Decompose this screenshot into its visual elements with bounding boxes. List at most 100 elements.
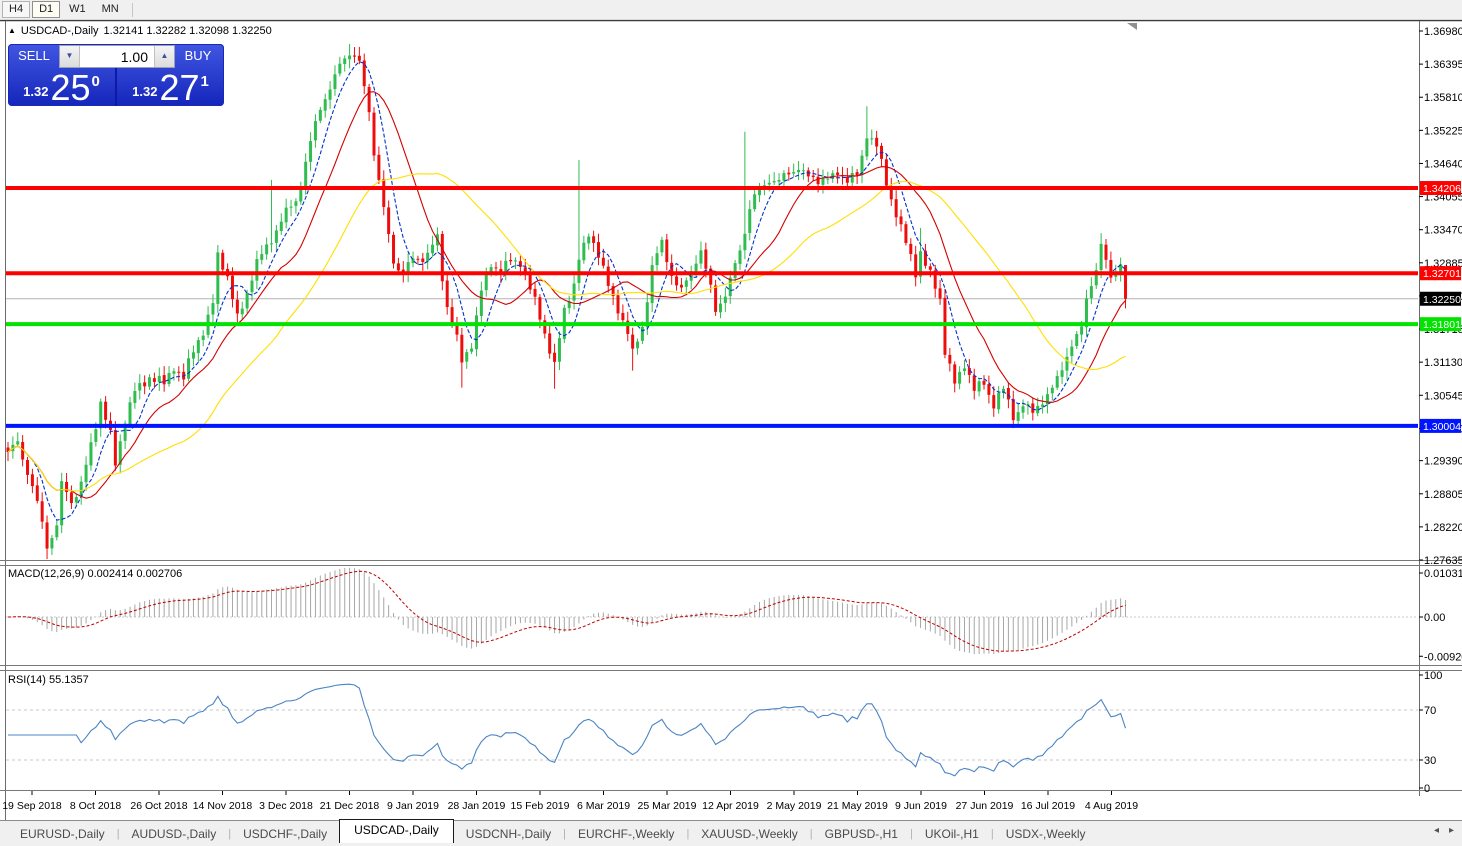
tab-separator: | [990, 828, 994, 840]
date-axis-label: 3 Dec 2018 [259, 800, 313, 812]
sell-price-pip: 0 [91, 73, 100, 90]
level-price-label: 1.32701 [1420, 266, 1461, 281]
level-price-label: 1.34206 [1420, 181, 1461, 196]
chart-tab-ukoil-h1[interactable]: UKOil-,H1 [924, 827, 979, 841]
price-axis[interactable]: 1.369801.363951.358101.352251.346401.340… [1419, 26, 1462, 567]
date-axis-label: 4 Aug 2019 [1085, 800, 1138, 812]
price-axis-label: 1.31130 [1424, 357, 1462, 369]
chart-symbol-label: USDCAD-,Daily [20, 25, 99, 37]
volume-increase-button[interactable]: ▲ [154, 46, 174, 67]
chart-tab-eurchf-weekly[interactable]: EURCHF-,Weekly [577, 827, 675, 841]
rsi-axis-label: 70 [1424, 705, 1436, 717]
tab-scroll-left-icon[interactable]: ◂ [1433, 825, 1439, 836]
rsi-panel[interactable] [6, 683, 1418, 777]
macd-signal-line [7, 570, 1126, 652]
trade-panel-top-row: SELL BUY ▼ ▲ [8, 44, 224, 68]
buy-price-button[interactable]: 1.32 27 1 [117, 67, 224, 106]
buy-price-main: 27 [159, 67, 200, 108]
chart-ohlc-values: 1.32141 1.32282 1.32098 1.32250 [103, 25, 272, 37]
chart-tab-usdx-weekly[interactable]: USDX-,Weekly [1005, 827, 1086, 841]
date-axis-label: 8 Oct 2018 [70, 800, 122, 812]
tab-separator: | [909, 828, 913, 840]
sell-price-prefix: 1.32 [23, 84, 49, 99]
level-price-label: 1.30004 [1420, 418, 1461, 433]
current-price-label: 1.32250 [1420, 291, 1461, 306]
macd-label: MACD(12,26,9) 0.002414 0.002706 [8, 568, 182, 580]
trade-panel-divider [115, 67, 117, 106]
date-axis-label: 28 Jan 2019 [448, 800, 506, 812]
rsi-axis-label: 100 [1424, 670, 1442, 682]
ma-mid-line [7, 91, 1126, 499]
price-axis-label: 1.36395 [1424, 59, 1462, 71]
svg-text:1.30004: 1.30004 [1423, 421, 1461, 433]
rsi-label: RSI(14) 55.1357 [8, 674, 89, 686]
svg-text:1.31801: 1.31801 [1423, 319, 1461, 331]
tab-scroll-right-icon[interactable]: ▸ [1448, 825, 1454, 836]
timeframe-w1-button[interactable]: W1 [69, 3, 86, 15]
chart-tab-usdcnh-daily[interactable]: USDCNH-,Daily [465, 827, 552, 841]
buy-button[interactable]: BUY [184, 48, 212, 63]
date-axis-label: 19 Sep 2018 [2, 800, 62, 812]
macd-axis-label: -0.009203 [1424, 651, 1462, 663]
date-axis-label: 9 Jun 2019 [895, 800, 947, 812]
volume-input[interactable] [80, 46, 154, 67]
chart-borders [0, 19, 1462, 820]
date-axis-label: 21 May 2019 [827, 800, 888, 812]
date-axis-label: 12 Apr 2019 [702, 800, 759, 812]
chart-tab-eurusd-daily[interactable]: EURUSD-,Daily [20, 827, 105, 841]
price-axis-label: 1.35810 [1424, 92, 1462, 104]
chart-tab-bar: EURUSD-,Daily | AUDUSD-,Daily | USDCHF-,Dail… [0, 819, 1462, 846]
rsi-axis: 100 70 30 0 [1419, 670, 1442, 795]
date-axis-label: 14 Nov 2018 [193, 800, 253, 812]
date-axis-label: 26 Oct 2018 [130, 800, 187, 812]
svg-text:1.34206: 1.34206 [1423, 183, 1461, 195]
macd-panel[interactable] [6, 567, 1418, 655]
chart-tab-xauusd-weekly[interactable]: XAUUSD-,Weekly [701, 827, 798, 841]
volume-decrease-button[interactable]: ▼ [60, 46, 80, 67]
sell-button[interactable]: SELL [18, 48, 50, 63]
date-axis[interactable]: 19 Sep 2018 8 Oct 2018 26 Oct 2018 14 Nov 2… [2, 791, 1138, 812]
candles-layer [6, 44, 1128, 559]
date-axis-label: 9 Jan 2019 [387, 800, 439, 812]
sell-price-button[interactable]: 1.32 25 0 [8, 67, 115, 106]
timeframe-mn-button[interactable]: MN [101, 3, 119, 15]
macd-axis-label: 0.00 [1424, 612, 1445, 624]
toolbar-separator [131, 2, 133, 17]
chart-tab-audusd-daily[interactable]: AUDUSD-,Daily [131, 827, 217, 841]
chart-title-arrow-icon[interactable]: ▲ [8, 25, 16, 35]
timeframe-toolbar: H4 D1 W1 MN [0, 0, 1462, 20]
main-price-panel[interactable] [6, 23, 1418, 565]
tab-separator: | [116, 828, 120, 840]
chart-tabs: EURUSD-,Daily | AUDUSD-,Daily | USDCHF-,Dail… [0, 819, 1098, 844]
rsi-axis-label: 0 [1424, 783, 1430, 795]
date-axis-label: 27 Jun 2019 [956, 800, 1014, 812]
tab-separator: | [686, 828, 690, 840]
date-axis-label: 15 Feb 2019 [511, 800, 570, 812]
chart-tab-usdcad-daily[interactable]: USDCAD-,Daily [339, 819, 454, 843]
price-axis-label: 1.33470 [1424, 225, 1462, 237]
date-axis-label: 2 May 2019 [767, 800, 822, 812]
price-axis-label: 1.28805 [1424, 489, 1462, 501]
macd-axis-label: 0.010311 [1424, 568, 1462, 580]
price-axis-label: 1.29390 [1424, 456, 1462, 468]
one-click-trading-panel: SELL BUY ▼ ▲ 1.32 25 0 1.32 27 1 [8, 44, 224, 106]
date-axis-label: 16 Jul 2019 [1021, 800, 1075, 812]
date-axis-label: 21 Dec 2018 [320, 800, 380, 812]
price-axis-label: 1.35225 [1424, 125, 1462, 137]
chart-tab-gbpusd-h1[interactable]: GBPUSD-,H1 [824, 827, 898, 841]
rsi-axis-label: 30 [1424, 755, 1436, 767]
buy-price-pip: 1 [200, 73, 209, 90]
macd-axis: 0.010311 0.00 -0.009203 [1419, 568, 1462, 663]
svg-text:1.32701: 1.32701 [1423, 268, 1461, 280]
chart-tab-usdchf-daily[interactable]: USDCHF-,Daily [243, 827, 328, 841]
timeframe-h4-button[interactable]: H4 [2, 1, 31, 18]
date-axis-label: 6 Mar 2019 [577, 800, 630, 812]
tab-separator: | [563, 828, 566, 840]
ma-slow-line [7, 173, 1126, 492]
chart-title: ▲ USDCAD-,Daily 1.32141 1.32282 1.32098 … [8, 25, 272, 37]
chart-shift-marker-icon [1127, 23, 1137, 30]
tab-scroll-arrows: ◂ ▸ [1434, 825, 1454, 836]
timeframe-d1-button[interactable]: D1 [32, 1, 61, 18]
